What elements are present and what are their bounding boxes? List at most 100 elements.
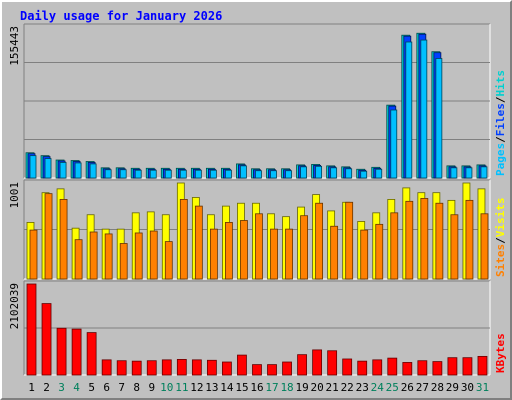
bar-kbytes-16	[252, 364, 262, 376]
bar-pages-11	[179, 169, 187, 179]
legend-entry: /	[494, 237, 507, 244]
x-tick-label-13: 13	[205, 381, 218, 394]
legend-visits-sites: Sites/Visits	[494, 198, 507, 278]
bar-kbytes-14	[222, 361, 232, 376]
x-tick-label-16: 16	[250, 381, 263, 394]
x-tick-label-26: 26	[401, 381, 414, 394]
x-tick-label-19: 19	[295, 381, 308, 394]
bar-kbytes-24	[372, 359, 383, 376]
bar-sites-26	[405, 200, 414, 280]
x-tick-label-21: 21	[326, 381, 339, 394]
bar-kbytes-9	[146, 360, 157, 376]
bar-sites-16	[255, 213, 263, 280]
bar-kbytes-22	[342, 358, 353, 376]
bar-pages-4	[74, 162, 82, 179]
bar-pages-7	[119, 169, 127, 179]
bar-pages-2	[44, 158, 52, 179]
legend-entry: Files	[494, 103, 507, 136]
legend-kbytes: KBytes	[494, 333, 507, 373]
bar-kbytes-26	[402, 362, 413, 376]
bar-pages-17	[270, 170, 277, 179]
x-tick-label-30: 30	[461, 381, 474, 394]
bar-sites-19	[300, 215, 308, 280]
bar-kbytes-18	[282, 361, 292, 376]
bar-kbytes-29	[447, 357, 458, 376]
bar-kbytes-4	[71, 328, 82, 376]
bar-kbytes-11	[176, 359, 187, 376]
bar-pages-6	[104, 169, 112, 179]
x-tick-label-31: 31	[476, 381, 489, 394]
x-tick-label-23: 23	[356, 381, 369, 394]
bar-pages-9	[149, 169, 157, 179]
bar-sites-18	[285, 228, 293, 280]
bar-sites-29	[450, 214, 459, 280]
bar-pages-28	[435, 58, 443, 179]
legend-entry: Sites	[494, 244, 507, 277]
bar-pages-1	[29, 155, 37, 179]
bar-pages-10	[164, 169, 172, 179]
x-tick-label-10: 10	[160, 381, 173, 394]
x-tick-label-4: 4	[73, 381, 80, 394]
bar-pages-21	[330, 167, 338, 179]
bar-sites-3	[59, 198, 68, 280]
bar-sites-10	[164, 241, 173, 280]
bar-kbytes-13	[206, 359, 217, 376]
bar-sites-5	[89, 231, 98, 280]
y-max-label-hits-files-pages: 155443	[8, 26, 21, 66]
bar-sites-23	[360, 229, 369, 280]
bar-pages-24	[375, 168, 383, 179]
bar-kbytes-21	[327, 350, 338, 376]
x-tick-label-1: 1	[28, 381, 35, 394]
x-tick-label-18: 18	[280, 381, 293, 394]
bar-pages-5	[89, 163, 97, 179]
bar-pages-26	[405, 41, 413, 179]
bar-sites-30	[465, 199, 474, 280]
x-tick-label-5: 5	[88, 381, 95, 394]
bar-kbytes-5	[86, 332, 97, 376]
bar-pages-27	[420, 39, 428, 179]
bar-pages-25	[390, 109, 398, 179]
bar-kbytes-6	[101, 359, 112, 376]
bar-kbytes-10	[161, 359, 172, 376]
bar-kbytes-20	[312, 349, 323, 376]
bar-pages-8	[134, 169, 142, 179]
bar-kbytes-3	[56, 327, 67, 376]
bar-sites-6	[104, 233, 113, 280]
x-tick-label-6: 6	[103, 381, 110, 394]
bar-sites-31	[480, 213, 489, 280]
bar-sites-2	[44, 193, 53, 280]
bar-sites-15	[240, 220, 248, 280]
bar-pages-14	[225, 169, 232, 179]
bar-sites-11	[179, 198, 188, 280]
bar-kbytes-8	[131, 360, 142, 376]
bar-sites-4	[74, 239, 83, 280]
bar-kbytes-2	[41, 303, 52, 376]
x-tick-label-14: 14	[220, 381, 234, 394]
x-tick-label-29: 29	[446, 381, 459, 394]
bar-kbytes-23	[357, 360, 368, 376]
x-tick-label-9: 9	[148, 381, 155, 394]
bar-sites-27	[420, 198, 429, 280]
bar-sites-1	[29, 229, 38, 280]
bar-sites-9	[149, 230, 158, 280]
bar-sites-20	[315, 202, 324, 280]
bar-kbytes-19	[297, 354, 307, 376]
bar-pages-22	[345, 168, 353, 179]
x-tick-label-28: 28	[431, 381, 444, 394]
bar-pages-30	[465, 167, 473, 179]
bar-sites-21	[330, 225, 339, 280]
bar-pages-19	[300, 166, 307, 179]
bar-kbytes-1	[26, 283, 37, 376]
bar-pages-15	[240, 165, 247, 179]
bar-kbytes-7	[116, 360, 127, 376]
bar-kbytes-31	[477, 355, 488, 376]
x-tick-label-17: 17	[265, 381, 278, 394]
y-max-label-visits-sites: 1001	[8, 182, 21, 209]
bar-sites-28	[435, 202, 444, 280]
bar-pages-20	[315, 165, 323, 179]
legend-entry: /	[494, 96, 507, 103]
x-tick-label-12: 12	[190, 381, 203, 394]
bar-kbytes-12	[191, 359, 202, 376]
x-tick-label-25: 25	[386, 381, 399, 394]
